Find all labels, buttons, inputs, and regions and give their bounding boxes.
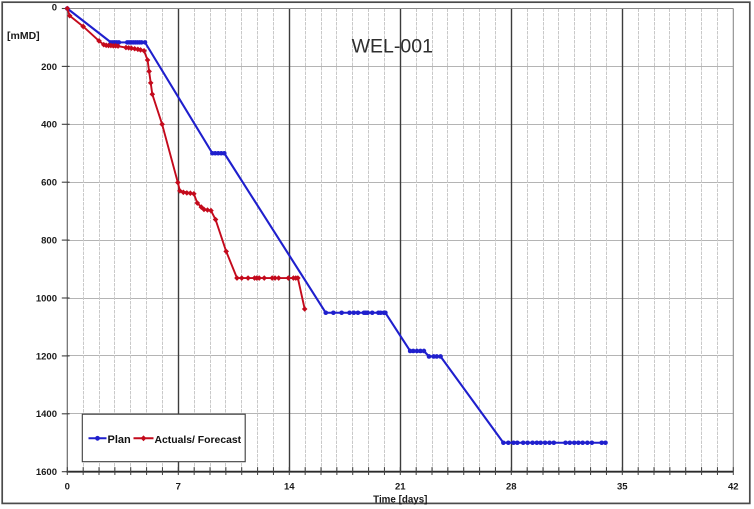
- svg-text:Plan: Plan: [108, 434, 132, 446]
- svg-text:WEL-001: WEL-001: [352, 36, 433, 58]
- svg-text:Time [days]: Time [days]: [373, 494, 427, 505]
- svg-text:400: 400: [41, 120, 57, 131]
- svg-text:[mMD]: [mMD]: [7, 30, 40, 42]
- svg-text:7: 7: [176, 481, 181, 492]
- svg-text:0: 0: [52, 3, 57, 14]
- svg-text:1400: 1400: [36, 409, 57, 420]
- svg-text:Actuals/ Forecast: Actuals/ Forecast: [155, 435, 242, 446]
- svg-text:800: 800: [41, 236, 57, 247]
- svg-text:28: 28: [506, 481, 517, 492]
- svg-text:14: 14: [284, 481, 295, 492]
- svg-text:1200: 1200: [36, 351, 57, 362]
- svg-text:1600: 1600: [36, 467, 57, 478]
- svg-text:200: 200: [41, 62, 57, 73]
- svg-text:35: 35: [617, 481, 628, 492]
- svg-text:600: 600: [41, 178, 57, 189]
- svg-text:21: 21: [395, 481, 406, 492]
- svg-text:1000: 1000: [36, 293, 57, 304]
- svg-text:0: 0: [65, 481, 70, 492]
- svg-text:42: 42: [728, 481, 739, 492]
